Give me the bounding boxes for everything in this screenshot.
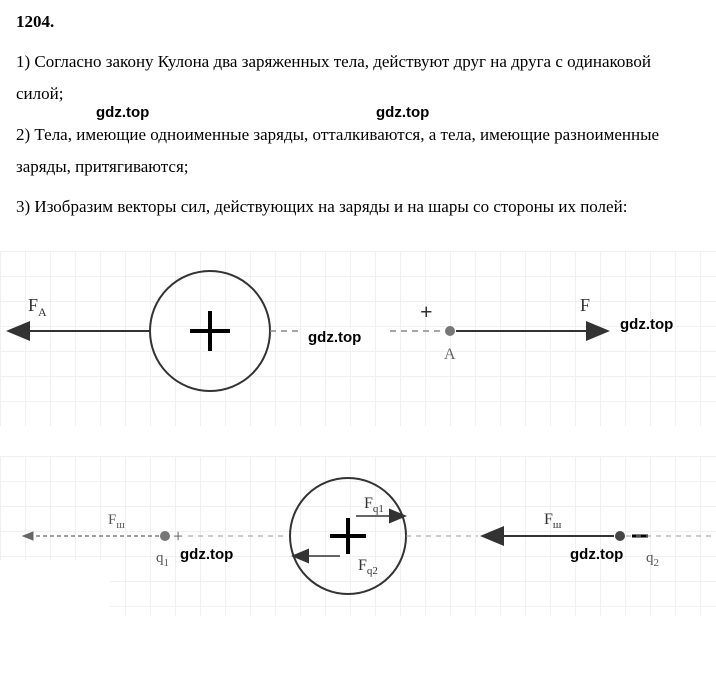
paragraph-3: 3) Изобразим векторы сил, действующих на… xyxy=(16,191,700,223)
problem-number-text: 1204 xyxy=(16,12,50,31)
diagram-1: FA + A F gdz.top gdz.top xyxy=(0,251,716,426)
watermark: gdz.top xyxy=(376,104,429,121)
problem-number: 1204. xyxy=(16,12,700,32)
plus-q1-icon: + xyxy=(173,526,183,546)
charge-q2-icon xyxy=(615,531,625,541)
page-content: 1204. 1) Согласно закону Кулона два заря… xyxy=(0,0,716,243)
watermark: gdz.top xyxy=(620,316,673,333)
watermark: gdz.top xyxy=(308,329,361,346)
label-a: A xyxy=(444,346,456,363)
label-q2: q2 xyxy=(646,550,659,569)
watermark: gdz.top xyxy=(96,104,149,121)
label-q1: q1 xyxy=(156,550,169,569)
label-f: F xyxy=(580,295,590,315)
plus-small-icon: + xyxy=(420,299,433,324)
label-fsh-left: Fш xyxy=(108,512,125,531)
label-fa: FA xyxy=(28,295,47,319)
label-fq1: Fq1 xyxy=(364,495,384,515)
charge-q1-icon xyxy=(160,531,170,541)
paragraph-2: 2) Тела, имеющие одноименные заряды, отт… xyxy=(16,119,700,184)
label-fsh-right: Fш xyxy=(544,511,562,531)
watermark: gdz.top xyxy=(570,546,623,563)
blank-patch xyxy=(0,560,110,616)
point-a-icon xyxy=(445,326,455,336)
paragraph-1: 1) Согласно закону Кулона два заряженных… xyxy=(16,46,700,111)
diagram-2: Fq1 Fq2 + q1 Fш q2 Fш gdz.top gdz.top gd… xyxy=(0,456,716,616)
label-fq2: Fq2 xyxy=(358,557,378,577)
